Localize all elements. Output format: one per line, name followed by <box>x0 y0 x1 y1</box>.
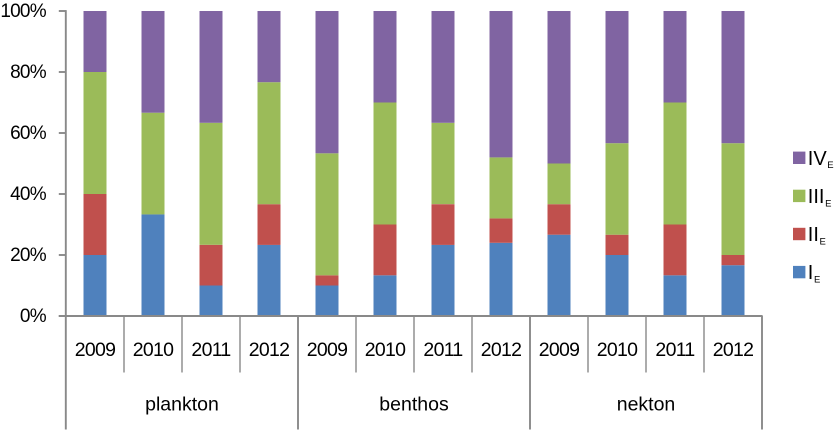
svg-text:2011: 2011 <box>655 339 694 361</box>
svg-text:40%: 40% <box>10 184 47 205</box>
svg-text:0%: 0% <box>20 306 47 327</box>
svg-text:plankton: plankton <box>145 394 219 416</box>
svg-text:nekton: nekton <box>617 394 676 416</box>
svg-text:2010: 2010 <box>597 339 638 361</box>
svg-text:80%: 80% <box>10 62 47 83</box>
svg-text:60%: 60% <box>10 123 47 144</box>
svg-text:2011: 2011 <box>191 339 230 361</box>
svg-text:2012: 2012 <box>481 339 522 361</box>
svg-text:2010: 2010 <box>365 339 406 361</box>
svg-text:benthos: benthos <box>379 394 449 416</box>
svg-text:2010: 2010 <box>133 339 174 361</box>
svg-text:2011: 2011 <box>423 339 462 361</box>
svg-text:2009: 2009 <box>539 339 580 361</box>
svg-text:2012: 2012 <box>249 339 290 361</box>
svg-text:2009: 2009 <box>307 339 348 361</box>
svg-text:2009: 2009 <box>75 339 116 361</box>
svg-text:2012: 2012 <box>713 339 754 361</box>
svg-text:100%: 100% <box>0 1 46 22</box>
svg-text:20%: 20% <box>10 245 47 266</box>
